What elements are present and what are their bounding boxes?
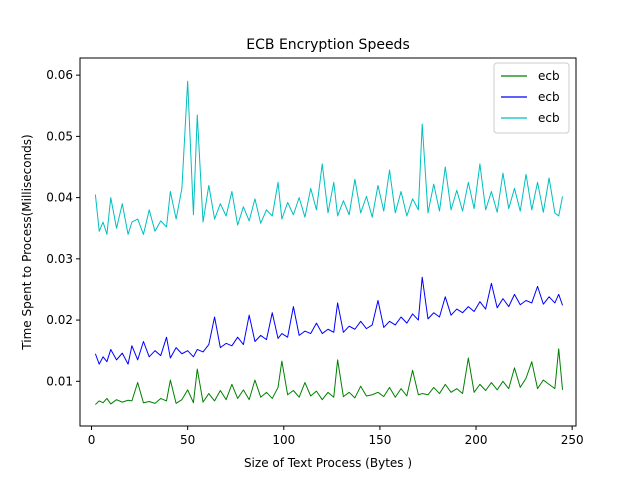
x-axis: 0 50 100 150 200 250 (88, 426, 584, 447)
x-tick-label: 150 (368, 433, 391, 447)
legend-label-3: ecb (538, 111, 560, 125)
y-tick-label: 0.01 (46, 374, 73, 388)
x-tick-label: 200 (465, 433, 488, 447)
y-tick-label: 0.06 (46, 68, 73, 82)
series-layer (94, 80, 564, 405)
y-tick-label: 0.02 (46, 313, 73, 327)
series-line-2 (94, 276, 564, 365)
x-axis-label: Size of Text Process (Bytes ) (244, 456, 412, 470)
plot-area (79, 57, 577, 427)
legend-label-1: ecb (538, 69, 560, 83)
x-tick-label: 0 (88, 433, 96, 447)
legend-label-2: ecb (538, 90, 560, 104)
legend: ecb ecb ecb (493, 62, 570, 134)
y-tick-label: 0.04 (46, 191, 73, 205)
chart-title: ECB Encryption Speeds (246, 37, 409, 53)
legend-box (493, 62, 570, 134)
axes-frame (79, 57, 577, 427)
x-tick-label: 250 (561, 433, 584, 447)
series-line-3 (94, 80, 564, 235)
y-axis: 0.01 0.02 0.03 0.04 0.05 0.06 (46, 68, 80, 388)
y-axis-label: Time Spent to Process(Milliseconds) (20, 134, 34, 350)
x-tick-label: 50 (180, 433, 195, 447)
y-tick-label: 0.05 (46, 129, 73, 143)
series-line-1 (95, 348, 564, 405)
x-tick-label: 100 (272, 433, 295, 447)
y-tick-label: 0.03 (46, 252, 73, 266)
